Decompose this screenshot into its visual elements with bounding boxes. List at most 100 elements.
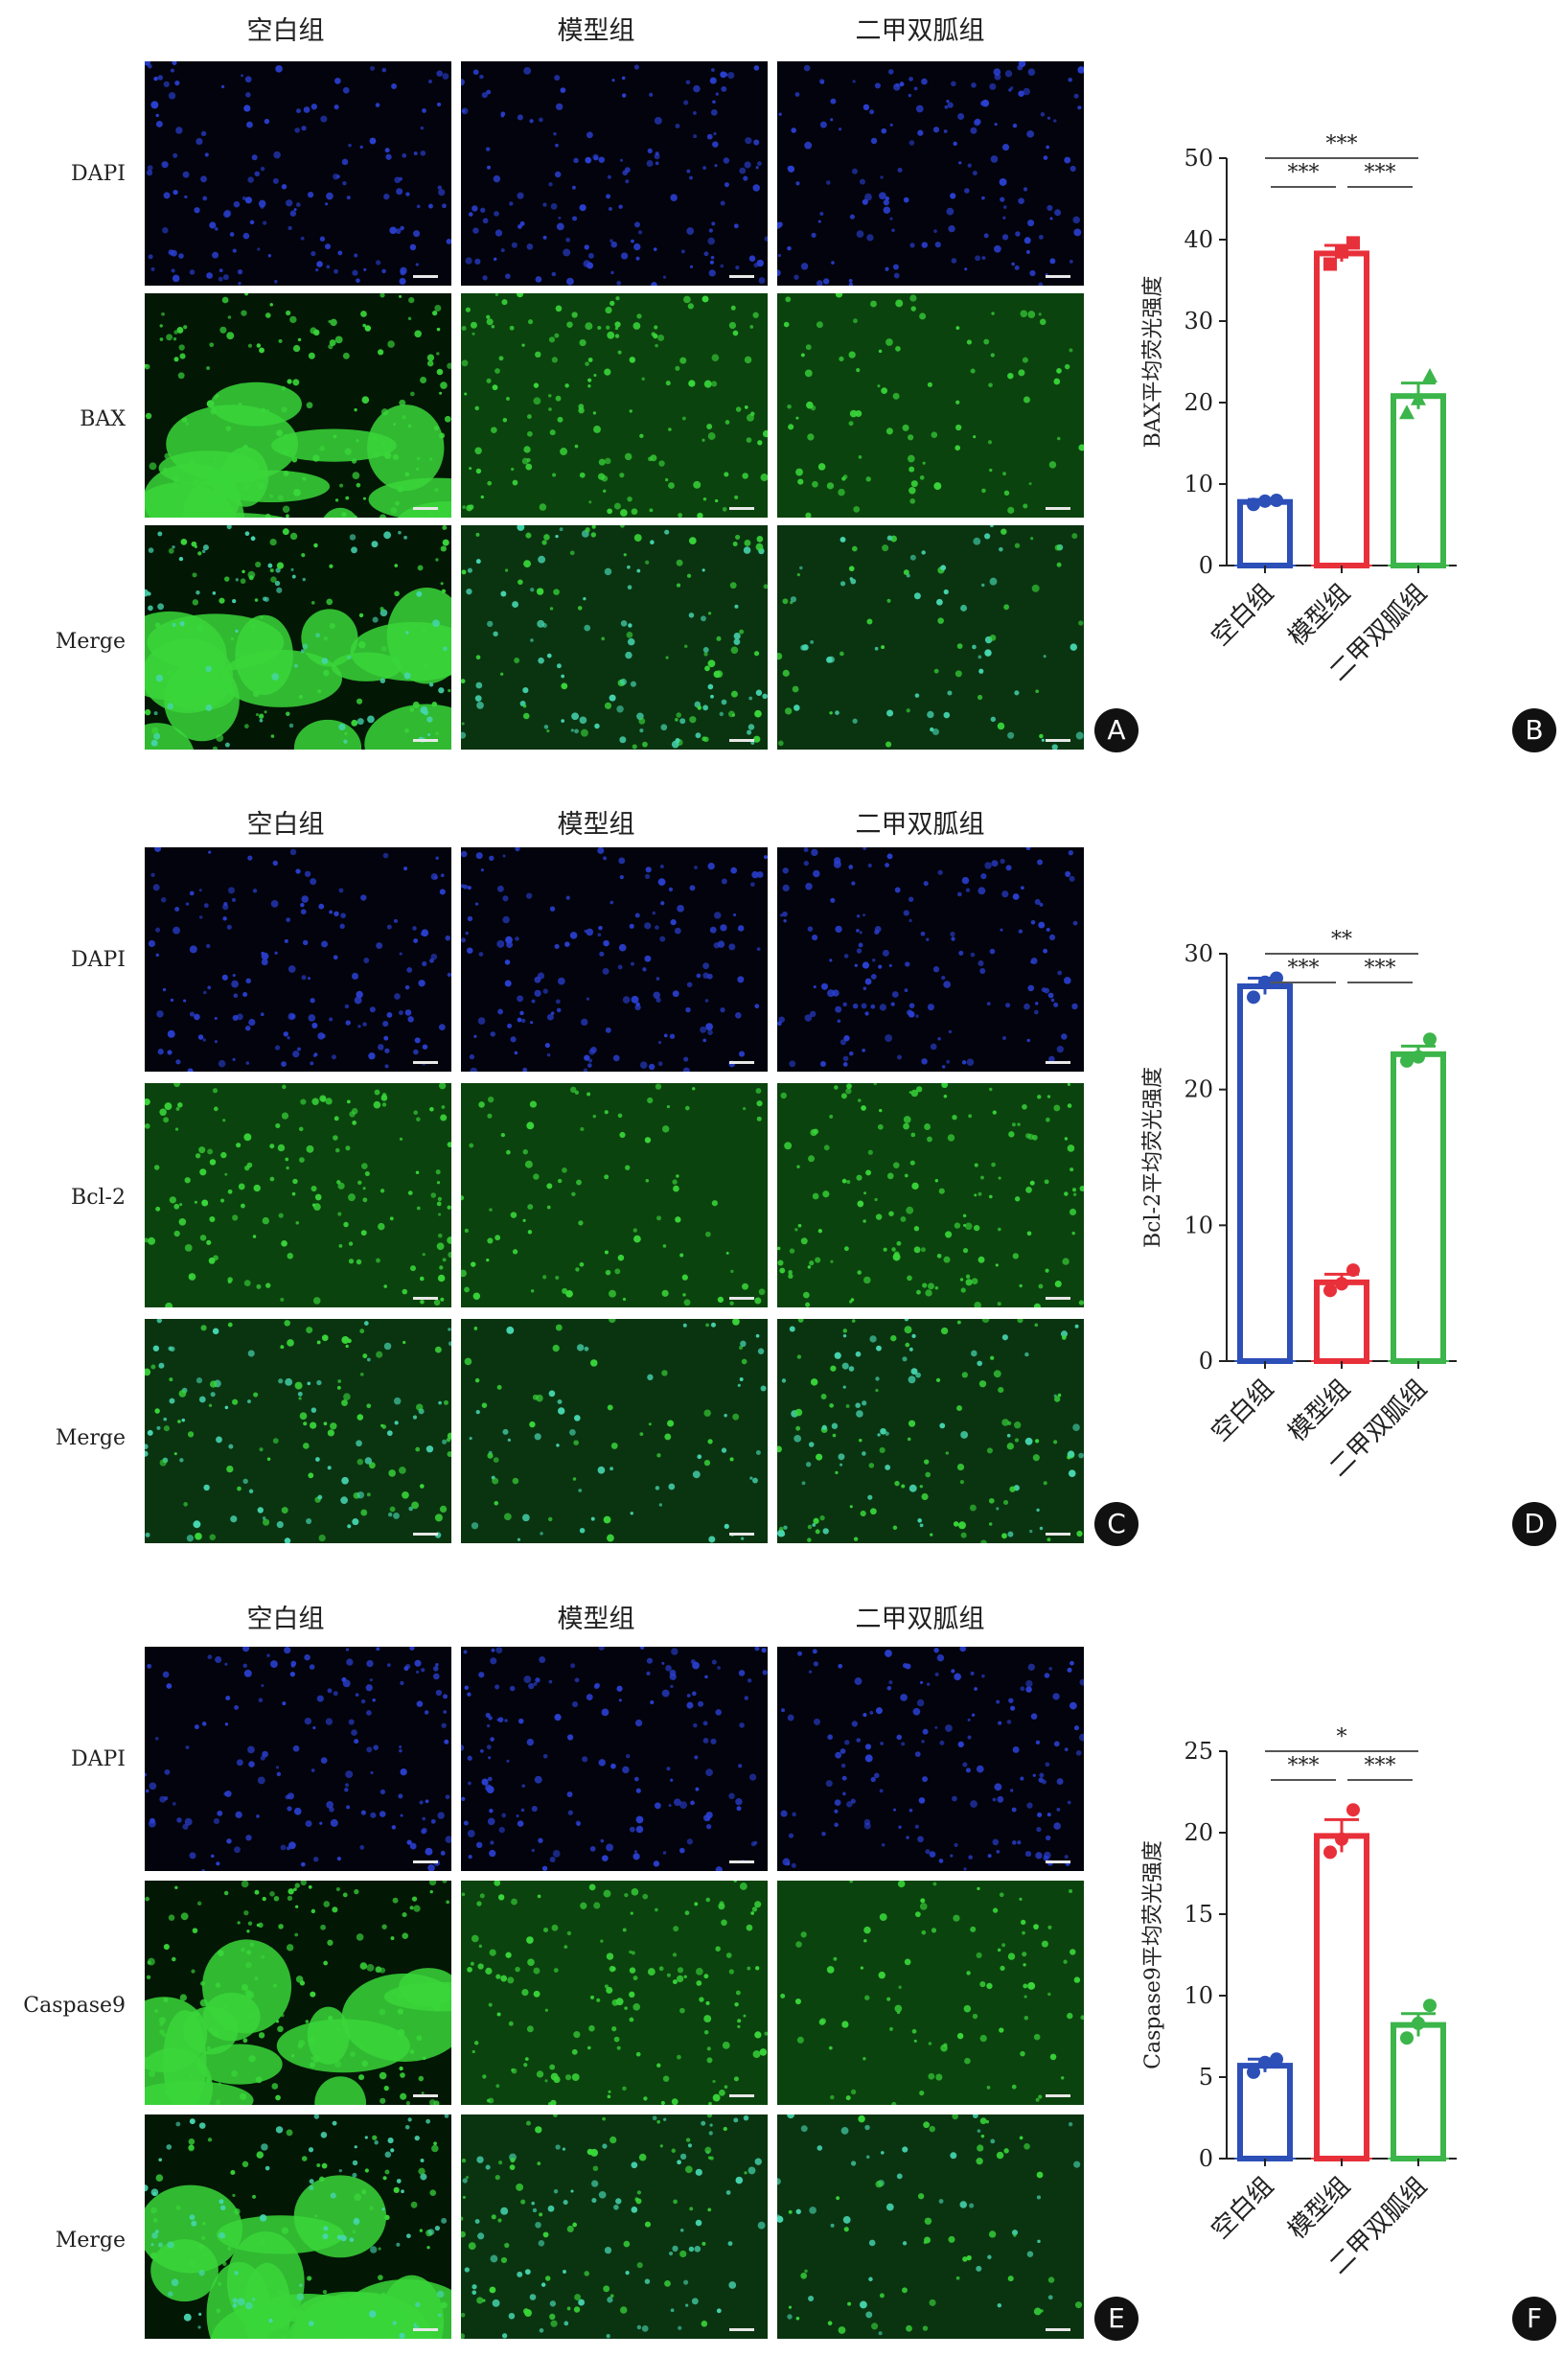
scale-bar <box>729 2328 754 2331</box>
row-label-dapi: DAPI <box>70 948 126 972</box>
y-tick-label: 20 <box>1184 1819 1213 1846</box>
micrograph-metformin-bax <box>777 293 1084 518</box>
x-tick-label: 空白组 <box>1207 2172 1279 2245</box>
y-tick-label: 10 <box>1184 471 1213 497</box>
x-tick-label: 空白组 <box>1207 579 1279 652</box>
data-point <box>1270 2052 1283 2067</box>
significance-label: *** <box>1365 161 1396 185</box>
column-header-model: 模型组 <box>557 810 635 840</box>
data-point <box>1323 1845 1337 1860</box>
y-tick-label: 10 <box>1184 1212 1213 1238</box>
micrograph-blank-bax <box>145 293 451 518</box>
significance-label: *** <box>1326 132 1358 156</box>
micrograph-model-dapi <box>461 1647 768 1871</box>
scale-bar <box>1046 275 1070 278</box>
bar <box>1314 1279 1369 1365</box>
micrograph-metformin-merge <box>777 1319 1084 1543</box>
micrograph-metformin-merge <box>777 525 1084 750</box>
micrograph-texture <box>145 61 451 286</box>
micrograph-texture <box>777 847 1084 1072</box>
bar <box>1314 1833 1369 2161</box>
y-tick-label: 20 <box>1184 389 1213 416</box>
row-label-merge: Merge <box>55 1426 126 1450</box>
significance-label: *** <box>1365 1754 1396 1778</box>
scale-bar <box>729 1533 754 1536</box>
data-point <box>1258 494 1272 508</box>
micrograph-blank-merge <box>145 2114 451 2339</box>
data-point <box>1346 236 1360 250</box>
data-point <box>1323 257 1337 271</box>
micrograph-model-bcl2 <box>461 1083 768 1307</box>
significance-label: * <box>1337 1725 1347 1749</box>
micrograph-texture <box>777 525 1084 750</box>
micrograph-texture <box>461 1881 768 2105</box>
micrograph-metformin-dapi <box>777 61 1084 286</box>
micrograph-texture <box>145 293 451 518</box>
micrograph-model-merge <box>461 1319 768 1543</box>
row-label-merge: Merge <box>55 630 126 654</box>
data-point <box>1323 1283 1337 1298</box>
bar <box>1237 498 1293 569</box>
data-point <box>1270 494 1283 507</box>
data-point <box>1400 1053 1414 1068</box>
data-point <box>1399 404 1414 420</box>
micrograph-blank-dapi <box>145 847 451 1072</box>
scale-bar <box>413 739 438 742</box>
panel-badge-e: E <box>1094 2297 1138 2341</box>
data-point <box>1423 1032 1437 1047</box>
micrograph-texture <box>145 847 451 1072</box>
micrograph-texture <box>461 847 768 1072</box>
data-point <box>1422 367 1438 382</box>
x-tick-label: 模型组 <box>1283 579 1356 652</box>
data-point <box>1412 1050 1425 1064</box>
data-point <box>1411 390 1426 405</box>
y-tick-label: 15 <box>1184 1901 1213 1928</box>
data-point <box>1412 2016 1425 2030</box>
scale-bar <box>413 275 438 278</box>
micrograph-blank-merge <box>145 525 451 750</box>
data-point <box>1335 244 1348 259</box>
panel-badge-d: D <box>1512 1502 1556 1546</box>
scale-bar <box>413 1061 438 1064</box>
data-point <box>1346 1803 1360 1817</box>
micrograph-texture <box>461 2114 768 2339</box>
scale-bar <box>1046 739 1070 742</box>
micrograph-texture <box>461 293 768 518</box>
data-point <box>1335 1277 1348 1291</box>
data-point <box>1247 497 1260 512</box>
micrograph-texture <box>145 525 451 750</box>
scale-bar <box>413 2328 438 2331</box>
scale-bar <box>1046 1297 1070 1300</box>
scale-bar <box>729 1297 754 1300</box>
y-tick-label: 0 <box>1199 1348 1213 1375</box>
y-tick-label: 5 <box>1199 2064 1213 2091</box>
micrograph-texture <box>461 525 768 750</box>
bar <box>1237 983 1293 1364</box>
micrograph-metformin-dapi <box>777 1647 1084 1871</box>
x-tick-label: 模型组 <box>1283 1375 1356 1447</box>
micrograph-model-dapi <box>461 61 768 286</box>
y-tick-label: 30 <box>1184 308 1213 335</box>
significance-label: ** <box>1331 928 1352 952</box>
micrograph-texture <box>777 293 1084 518</box>
significance-label: *** <box>1288 161 1320 185</box>
y-tick-label: 20 <box>1184 1076 1213 1103</box>
data-point <box>1247 990 1260 1005</box>
bar <box>1237 2063 1293 2162</box>
scale-bar <box>729 275 754 278</box>
row-label-bax: BAX <box>80 407 126 431</box>
data-point <box>1258 2055 1272 2069</box>
micrograph-texture <box>461 1083 768 1307</box>
micrograph-metformin-bcl2 <box>777 1083 1084 1307</box>
row-label-caspase9: Caspase9 <box>23 1994 126 2018</box>
scale-bar <box>1046 2328 1070 2331</box>
micrograph-texture <box>777 1881 1084 2105</box>
scale-bar <box>413 1297 438 1300</box>
row-label-bcl2: Bcl-2 <box>71 1186 126 1210</box>
column-header-metformin: 二甲双胍组 <box>855 1605 985 1634</box>
scale-bar <box>1046 1533 1070 1536</box>
data-point <box>1258 975 1272 989</box>
micrograph-texture <box>145 1319 451 1543</box>
scale-bar <box>1046 1061 1070 1064</box>
y-tick-label: 25 <box>1184 1738 1213 1765</box>
